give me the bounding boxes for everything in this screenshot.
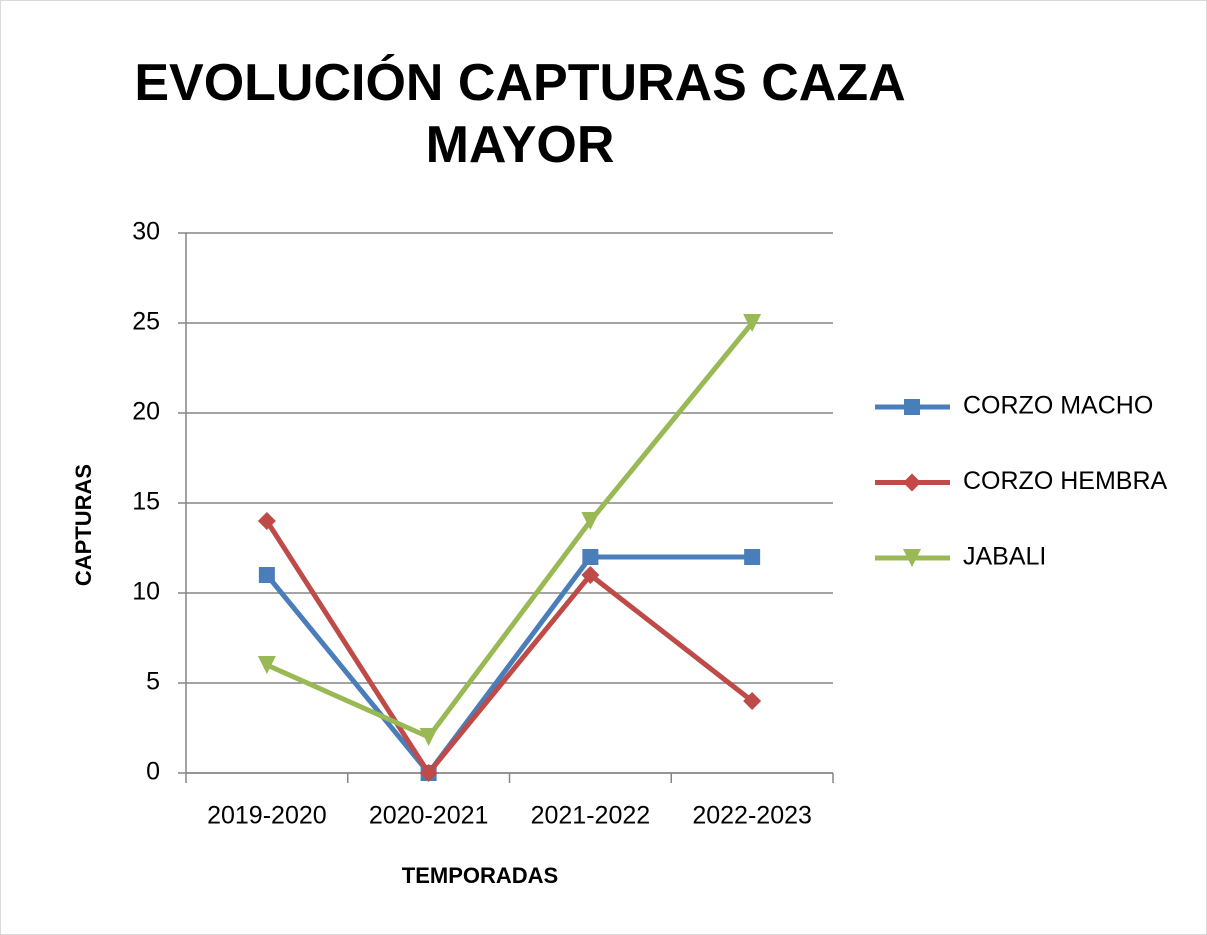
marker — [743, 314, 762, 332]
marker — [743, 692, 762, 710]
legend-label: JABALI — [963, 543, 1046, 571]
x-tick-label: 2021-2022 — [531, 802, 651, 830]
marker — [419, 728, 438, 746]
x-tick-label: 2020-2021 — [369, 802, 489, 830]
marker — [257, 512, 276, 530]
marker — [903, 473, 921, 492]
marker — [904, 399, 920, 415]
marker — [581, 566, 600, 584]
y-tick-label: 0 — [146, 758, 160, 786]
marker — [419, 764, 438, 782]
series-line — [265, 321, 755, 740]
y-tick-label: 20 — [132, 398, 160, 426]
x-tick-label: 2019-2020 — [207, 802, 327, 830]
y-tick-label: 25 — [132, 308, 160, 336]
y-tick-label: 5 — [146, 668, 160, 696]
marker — [257, 656, 276, 674]
marker — [582, 549, 599, 565]
legend-label: CORZO HEMBRA — [963, 467, 1168, 495]
marker — [744, 549, 761, 565]
x-axis-label: TEMPORADAS — [402, 863, 558, 888]
y-axis-label: CAPTURAS — [71, 464, 96, 586]
series-line — [264, 554, 753, 776]
y-tick-label: 10 — [132, 578, 160, 606]
marker — [258, 567, 275, 583]
y-tick-label: 15 — [132, 488, 160, 516]
legend-label: CORZO MACHO — [963, 392, 1153, 420]
marker — [903, 549, 921, 567]
x-tick-label: 2022-2023 — [692, 802, 812, 830]
y-tick-label: 30 — [132, 218, 160, 246]
chart-title: EVOLUCIÓN CAPTURAS CAZA MAYOR — [134, 54, 906, 174]
marker — [581, 512, 600, 530]
series-line — [264, 519, 754, 776]
